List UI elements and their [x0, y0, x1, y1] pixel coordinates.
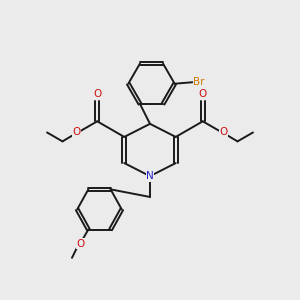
Text: Br: Br [193, 77, 205, 87]
Text: O: O [219, 127, 227, 137]
Text: O: O [93, 89, 101, 99]
Text: O: O [199, 89, 207, 99]
Text: O: O [76, 239, 84, 249]
Text: N: N [146, 171, 154, 181]
Text: O: O [73, 127, 81, 137]
